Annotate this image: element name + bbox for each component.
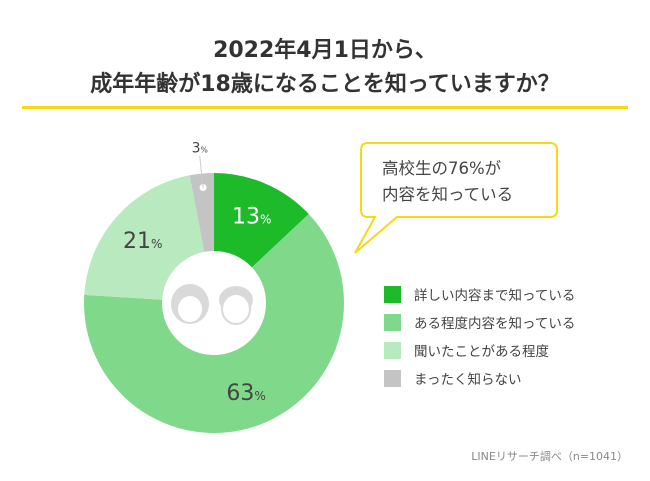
legend-label: ある程度内容を知っている <box>414 316 576 332</box>
legend-label: まったく知らない <box>414 372 522 388</box>
students-faces-icon <box>171 284 253 325</box>
legend-swatch <box>384 369 401 387</box>
legend-item: 詳しい内容まで知っている <box>384 280 575 308</box>
data-label-3: 3% <box>192 141 208 157</box>
donut-slice-0 <box>214 173 309 268</box>
callout-text: 高校生の76%が 内容を知っている <box>382 156 513 208</box>
title-underline <box>22 106 628 109</box>
legend-swatch <box>384 341 401 359</box>
legend-label: 詳しい内容まで知っている <box>414 288 576 304</box>
donut-slice-2 <box>84 175 205 300</box>
donut-slice-3 <box>189 173 214 252</box>
title-line-1: 2022年4月1日から、 <box>213 38 437 63</box>
title-line-2: 成年年齢が18歳になることを知っていますか？ <box>90 72 560 97</box>
label-leader-line <box>199 155 204 188</box>
legend-item: まったく知らない <box>384 364 575 392</box>
legend-swatch <box>384 313 401 331</box>
legend: 詳しい内容まで知っている ある程度内容を知っている 聞いたことがある程度 まったく知ら… <box>384 280 575 392</box>
legend-swatch <box>384 285 401 303</box>
donut-slice-1 <box>83 214 344 433</box>
legend-label: 聞いたことがある程度 <box>414 344 549 360</box>
callout-line-1: 高校生の76%が <box>382 159 502 178</box>
legend-item: ある程度内容を知っている <box>384 308 575 336</box>
source-note: LINEリサーチ調べ（n=1041） <box>471 450 628 463</box>
legend-item: 聞いたことがある程度 <box>384 336 575 364</box>
callout-line-2: 内容を知っている <box>382 185 514 204</box>
callout-bubble <box>354 142 558 254</box>
